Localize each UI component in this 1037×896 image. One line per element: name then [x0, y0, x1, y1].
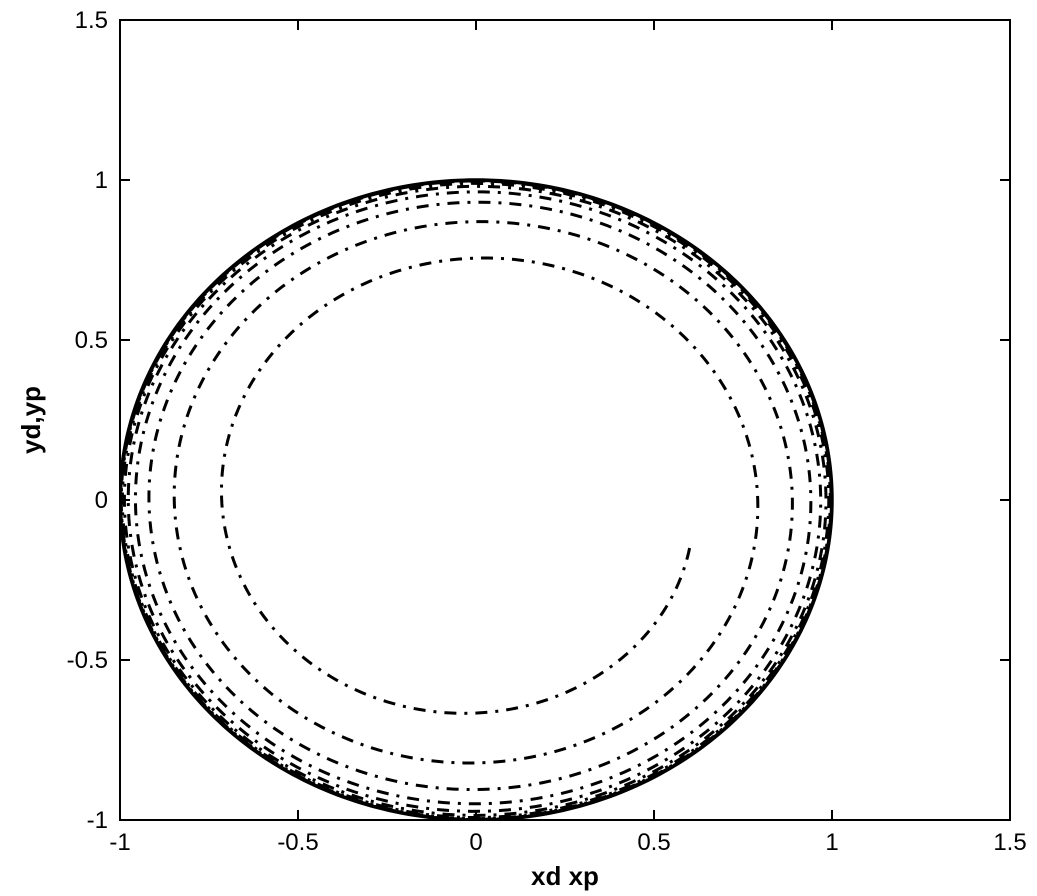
phase-plane-chart: -1 -0.5 0 0.5 1 1.5 -1 -0.5 0 0.5 1 1.5 xd xp yd,yp	[0, 0, 1037, 896]
x-tick-label: 1	[825, 829, 838, 856]
y-tick-label: -1	[87, 807, 108, 834]
y-tick-label: 0.5	[75, 327, 108, 354]
x-axis-label: xd xp	[531, 861, 599, 891]
y-tick-label: 0	[95, 487, 108, 514]
y-tick-label: -0.5	[67, 647, 108, 674]
x-tick-label: -0.5	[277, 829, 318, 856]
plot-group	[120, 180, 832, 820]
y-tick-label: 1.5	[75, 7, 108, 34]
x-tick-label: 1.5	[993, 829, 1026, 856]
y-axis-label: yd,yp	[16, 386, 46, 454]
spiral-trajectory	[120, 180, 832, 820]
chart-svg: -1 -0.5 0 0.5 1 1.5 -1 -0.5 0 0.5 1 1.5 xd xp yd,yp	[0, 0, 1037, 896]
x-tick-label: 0.5	[637, 829, 670, 856]
x-tick-label: 0	[469, 829, 482, 856]
axis-box	[120, 20, 1010, 820]
y-tick-label: 1	[95, 167, 108, 194]
x-tick-label: -1	[109, 829, 130, 856]
